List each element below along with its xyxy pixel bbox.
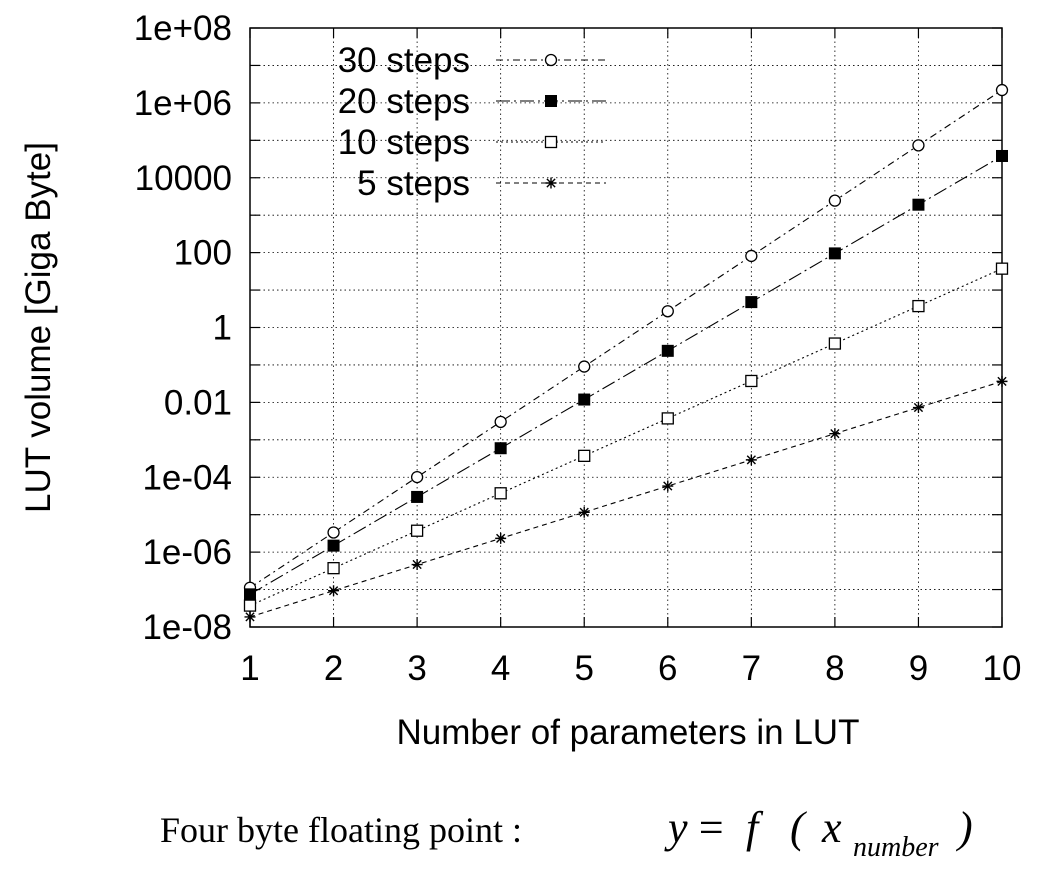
y-tick-label: 100 [174,234,232,273]
x-tick-label: 7 [742,649,761,688]
y-tick-label: 1e-06 [142,533,232,572]
y-tick-label: 1e+06 [134,84,232,123]
data-point [661,344,674,357]
formula-open-paren: ( [790,803,807,852]
data-point [243,599,257,612]
x-tick-label: 5 [574,649,593,688]
x-tick-label: 6 [658,649,677,688]
legend-marker [545,177,557,189]
data-point [745,249,758,263]
formula-equals: = [696,803,726,852]
data-point [912,198,925,211]
data-point [661,305,674,318]
data-point [494,487,507,500]
data-point [411,490,424,503]
x-tick-label: 9 [909,649,928,688]
x-tick-label: 8 [825,649,844,688]
data-point [912,402,924,414]
series-30-steps [243,83,1009,594]
formula-close-paren: ) [955,803,973,852]
legend-entry: 20 steps [338,82,606,121]
caption: Four byte floating point : y = f ( x num… [160,803,973,863]
data-point [745,374,758,388]
y-tick-label: 1e-04 [142,458,232,497]
legend-label: 5 steps [357,164,470,203]
formula-lhs: y [664,803,688,852]
data-point [327,562,340,575]
data-point [745,296,758,309]
data-point [828,194,842,207]
series-line [249,268,1003,607]
data-point [410,524,424,537]
series-line [249,380,1003,618]
data-point [494,415,507,428]
data-point [995,83,1009,97]
data-point [578,506,590,518]
data-point [327,526,340,539]
legend-entry: 30 steps [338,41,606,80]
y-tick-label: 10000 [135,159,232,198]
series-5-steps [244,375,1008,623]
y-tick-label: 1e+08 [134,9,232,48]
data-point [327,539,340,552]
data-point [745,454,757,466]
data-point [495,532,507,544]
data-point [661,412,674,425]
legend-label: 20 steps [338,82,470,121]
y-tick-label: 0.01 [164,383,232,422]
series-10-steps [243,262,1009,612]
legend-label: 10 steps [338,123,470,162]
series-20-steps [244,149,1008,601]
legend-marker [544,53,558,67]
data-point [328,585,340,597]
legend-entry: 5 steps [357,164,606,203]
data-point [828,247,841,260]
data-point [829,428,841,440]
series-line [249,89,1003,589]
formula-variable: x [821,803,842,852]
y-axis-label: LUT volume [Giga Byte] [19,142,58,513]
data-point [494,442,507,455]
data-point [662,480,674,492]
x-tick-label: 3 [407,649,426,688]
data-point [244,611,256,623]
caption-text: Four byte floating point : [160,810,522,850]
x-tick-label: 2 [324,649,343,688]
series-group [243,83,1009,623]
series-line [249,155,1003,595]
legend-entry: 10 steps [338,123,606,162]
data-point [578,393,591,406]
legend-marker [545,95,557,107]
data-point [912,139,925,152]
formula-function: f [746,803,764,852]
x-tick-label: 1 [240,649,259,688]
legend-label: 30 steps [338,41,470,80]
data-point [578,449,591,462]
x-axis-label: Number of parameters in LUT [397,713,860,752]
data-point [244,588,256,601]
data-point [995,262,1009,275]
data-point [411,559,423,571]
x-tick-label: 10 [983,649,1022,688]
data-point [996,375,1008,387]
data-point [912,299,925,313]
data-point [828,337,842,350]
y-tick-label: 1e-08 [142,608,232,647]
x-tick-label: 4 [491,649,510,688]
data-point [996,149,1008,162]
formula-subscript: number [853,832,939,863]
data-point [410,470,424,484]
data-point [578,360,591,373]
legend-marker [544,135,558,149]
y-tick-label: 1 [213,309,232,348]
grid-lines [250,28,1002,627]
